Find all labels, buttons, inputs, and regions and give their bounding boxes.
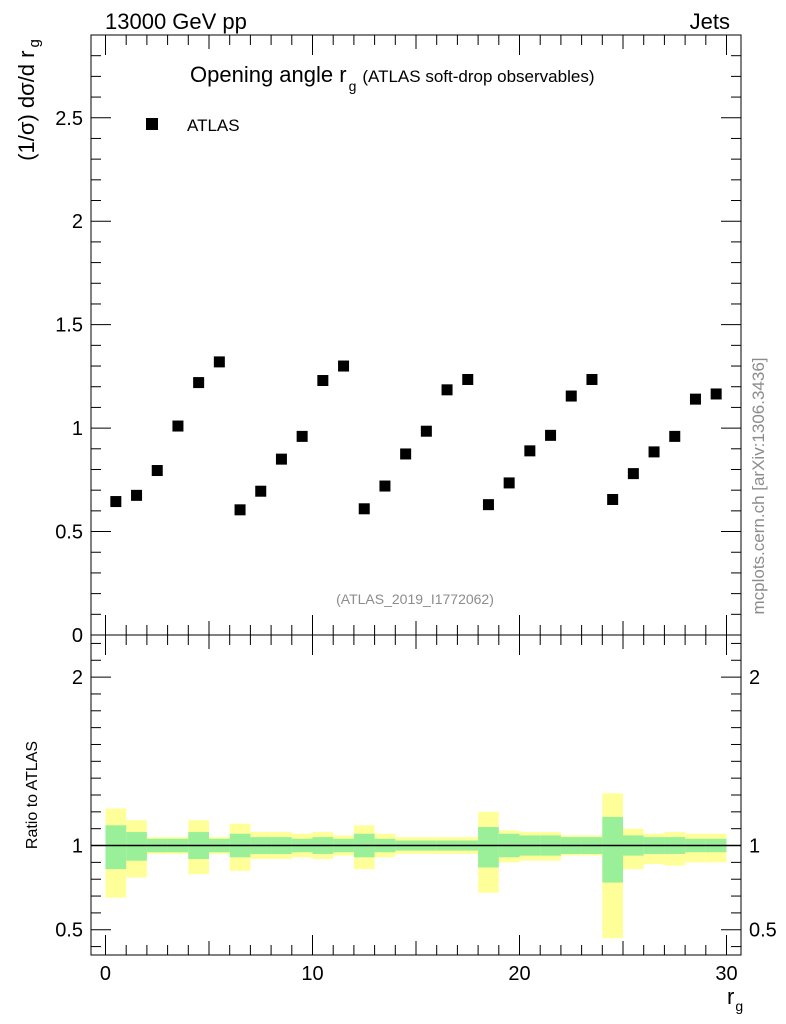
ratio-ytick-label-left: 1	[72, 836, 83, 858]
main-ticks	[91, 34, 741, 635]
data-point	[524, 445, 536, 457]
header-left: 13000 GeV pp	[105, 9, 247, 34]
data-point	[607, 493, 619, 505]
data-point	[482, 499, 494, 511]
ratio-panel: 0.5 0.5 1 1 2 2 0 10 20 30 Ratio to ATLAS rg	[24, 634, 777, 1014]
data-point	[110, 496, 122, 508]
main-points	[110, 356, 722, 516]
svg-text:(1/σ) dσ/d rg: (1/σ) dσ/d r g	[14, 39, 43, 161]
ratio-xlabel-sub: g	[735, 998, 743, 1014]
ratio-xtick-label: 10	[301, 963, 323, 985]
ratio-ylabel: Ratio to ATLAS	[24, 741, 41, 849]
data-point	[441, 384, 453, 396]
ratio-xtick-labels: 0 10 20 30	[100, 963, 738, 985]
main-ylabel: (1/σ) dσ/d r g	[14, 39, 43, 161]
main-ytick-label: 1.5	[55, 315, 83, 337]
legend-label: ATLAS	[187, 116, 240, 135]
ratio-band-stat	[105, 825, 127, 870]
ratio-band-stat	[126, 832, 147, 861]
data-point	[151, 465, 163, 477]
chart-title-extra: (ATLAS soft-drop observables)	[362, 67, 594, 86]
data-point	[420, 425, 432, 437]
header-right: Jets	[690, 9, 730, 34]
data-point	[400, 448, 412, 460]
data-point	[565, 390, 577, 402]
main-ylabel-text: (1/σ) dσ/d r	[14, 51, 39, 161]
ratio-xlabel: rg	[727, 984, 743, 1014]
main-ytick-label: 1	[72, 418, 83, 440]
data-point	[213, 356, 225, 368]
data-point	[545, 429, 557, 441]
ratio-ticks	[91, 635, 741, 955]
analysis-watermark: (ATLAS_2019_I1772062)	[336, 591, 494, 607]
ratio-ytick-label-right: 1	[749, 836, 760, 858]
data-point	[338, 360, 350, 372]
data-point	[296, 430, 308, 442]
data-point	[503, 477, 515, 489]
data-point	[462, 373, 474, 385]
ratio-xtick-label: 0	[100, 963, 111, 985]
ratio-xlabel-main: r	[727, 984, 734, 1009]
side-label: mcplots.cern.ch [arXiv:1306.3436]	[749, 357, 768, 614]
ratio-ytick-label-right: 2	[749, 667, 760, 689]
data-point	[358, 503, 370, 515]
main-ytick-label: 2.5	[55, 108, 83, 130]
data-point	[627, 468, 639, 480]
data-point	[172, 420, 184, 432]
ratio-xtick-label: 30	[715, 963, 737, 985]
data-point	[648, 446, 660, 458]
main-panel: 0.5 1 1.5 2 2.5 0 (1/σ) dσ/d r g Opening angle…	[14, 34, 742, 647]
data-point	[234, 504, 246, 516]
main-ytick-label-zero: 0	[72, 625, 83, 647]
data-point	[131, 489, 143, 501]
chart-title-main: Opening angle r	[190, 62, 347, 87]
data-point	[710, 388, 722, 400]
data-point	[255, 485, 267, 497]
main-ytick-labels: 0.5 1 1.5 2 2.5 0	[55, 108, 83, 647]
ratio-bands-total	[105, 793, 727, 939]
ratio-frame	[90, 634, 742, 956]
ratio-ytick-label-left: 0.5	[55, 920, 83, 942]
data-point	[193, 377, 205, 389]
data-point	[689, 393, 701, 405]
ratio-xtick-label: 20	[508, 963, 530, 985]
ratio-ytick-labels: 0.5 0.5 1 1 2 2	[55, 667, 777, 942]
ratio-band-stat	[602, 816, 624, 883]
ratio-ytick-label-left: 2	[72, 667, 83, 689]
chart-title-sub: g	[349, 78, 357, 94]
data-point	[275, 453, 287, 465]
main-ytick-label: 2	[72, 211, 83, 233]
main-ytick-label: 0.5	[55, 522, 83, 544]
main-ylabel-sub: g	[26, 39, 43, 47]
data-point	[669, 430, 681, 442]
data-point	[586, 373, 598, 385]
ratio-band-stat	[478, 827, 499, 868]
ratio-ytick-label-right: 0.5	[749, 920, 777, 942]
legend-marker	[146, 118, 158, 130]
data-point	[317, 375, 329, 387]
data-point	[379, 480, 391, 492]
chart-title: Opening angle r g (ATLAS soft-drop observa…	[190, 62, 594, 94]
